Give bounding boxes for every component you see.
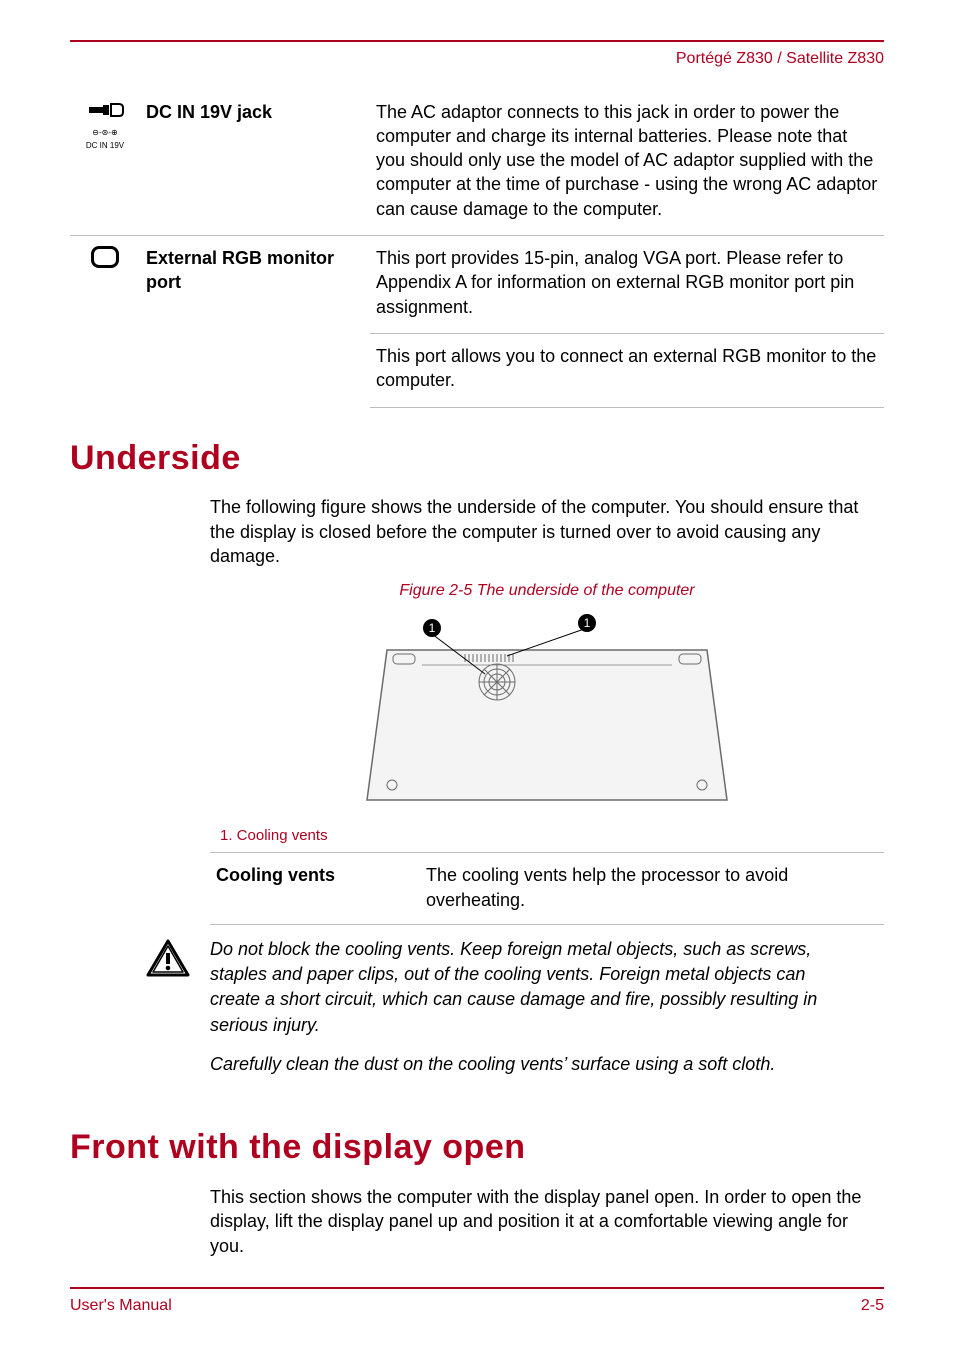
dc-jack-term: DC IN 19V jack [140, 90, 370, 236]
rgb-port-desc: This port provides 15-pin, analog VGA po… [370, 236, 884, 334]
dc-plug-sublabel: ⊖-⊛-⊕ [76, 128, 134, 139]
footer-right: 2-5 [861, 1295, 884, 1317]
callout-1b: 1 [584, 616, 591, 630]
figure-underside: 1 1 [210, 610, 884, 816]
dc-plug-label: DC IN 19V [76, 141, 134, 152]
dc-jack-desc: The AC adaptor connects to this jack in … [370, 90, 884, 236]
header-rule [70, 40, 884, 42]
rgb-port-desc2: This port allows you to connect an exter… [370, 333, 884, 407]
spec-table-back: ⊖-⊛-⊕ DC IN 19V DC IN 19V jack The AC ad… [70, 90, 884, 408]
figure-caption: Figure 2-5 The underside of the computer [210, 580, 884, 602]
figure-legend: 1. Cooling vents [220, 826, 884, 846]
footer-left: User's Manual [70, 1295, 172, 1317]
page-footer: User's Manual 2-5 [70, 1287, 884, 1317]
table-row: External RGB monitor port This port prov… [70, 236, 884, 334]
cooling-vents-term: Cooling vents [210, 853, 420, 925]
warning-icon [140, 937, 196, 985]
callout-1a: 1 [429, 621, 436, 635]
section-heading-front-open: Front with the display open [70, 1125, 884, 1171]
warning-text-1: Do not block the cooling vents. Keep for… [210, 937, 830, 1038]
rgb-port-icon [91, 246, 119, 268]
cooling-vents-desc: The cooling vents help the processor to … [420, 853, 884, 925]
rgb-port-term: External RGB monitor port [140, 236, 370, 407]
section-heading-underside: Underside [70, 436, 884, 482]
warning-text-2: Carefully clean the dust on the cooling … [210, 1052, 830, 1077]
dc-plug-icon [85, 104, 125, 124]
spec-table-cooling: Cooling vents The cooling vents help the… [210, 852, 884, 925]
table-row: ⊖-⊛-⊕ DC IN 19V DC IN 19V jack The AC ad… [70, 90, 884, 236]
product-line: Portégé Z830 / Satellite Z830 [70, 48, 884, 70]
underside-intro: The following figure shows the underside… [210, 495, 884, 568]
front-open-body: This section shows the computer with the… [210, 1185, 884, 1258]
table-row: Cooling vents The cooling vents help the… [210, 853, 884, 925]
